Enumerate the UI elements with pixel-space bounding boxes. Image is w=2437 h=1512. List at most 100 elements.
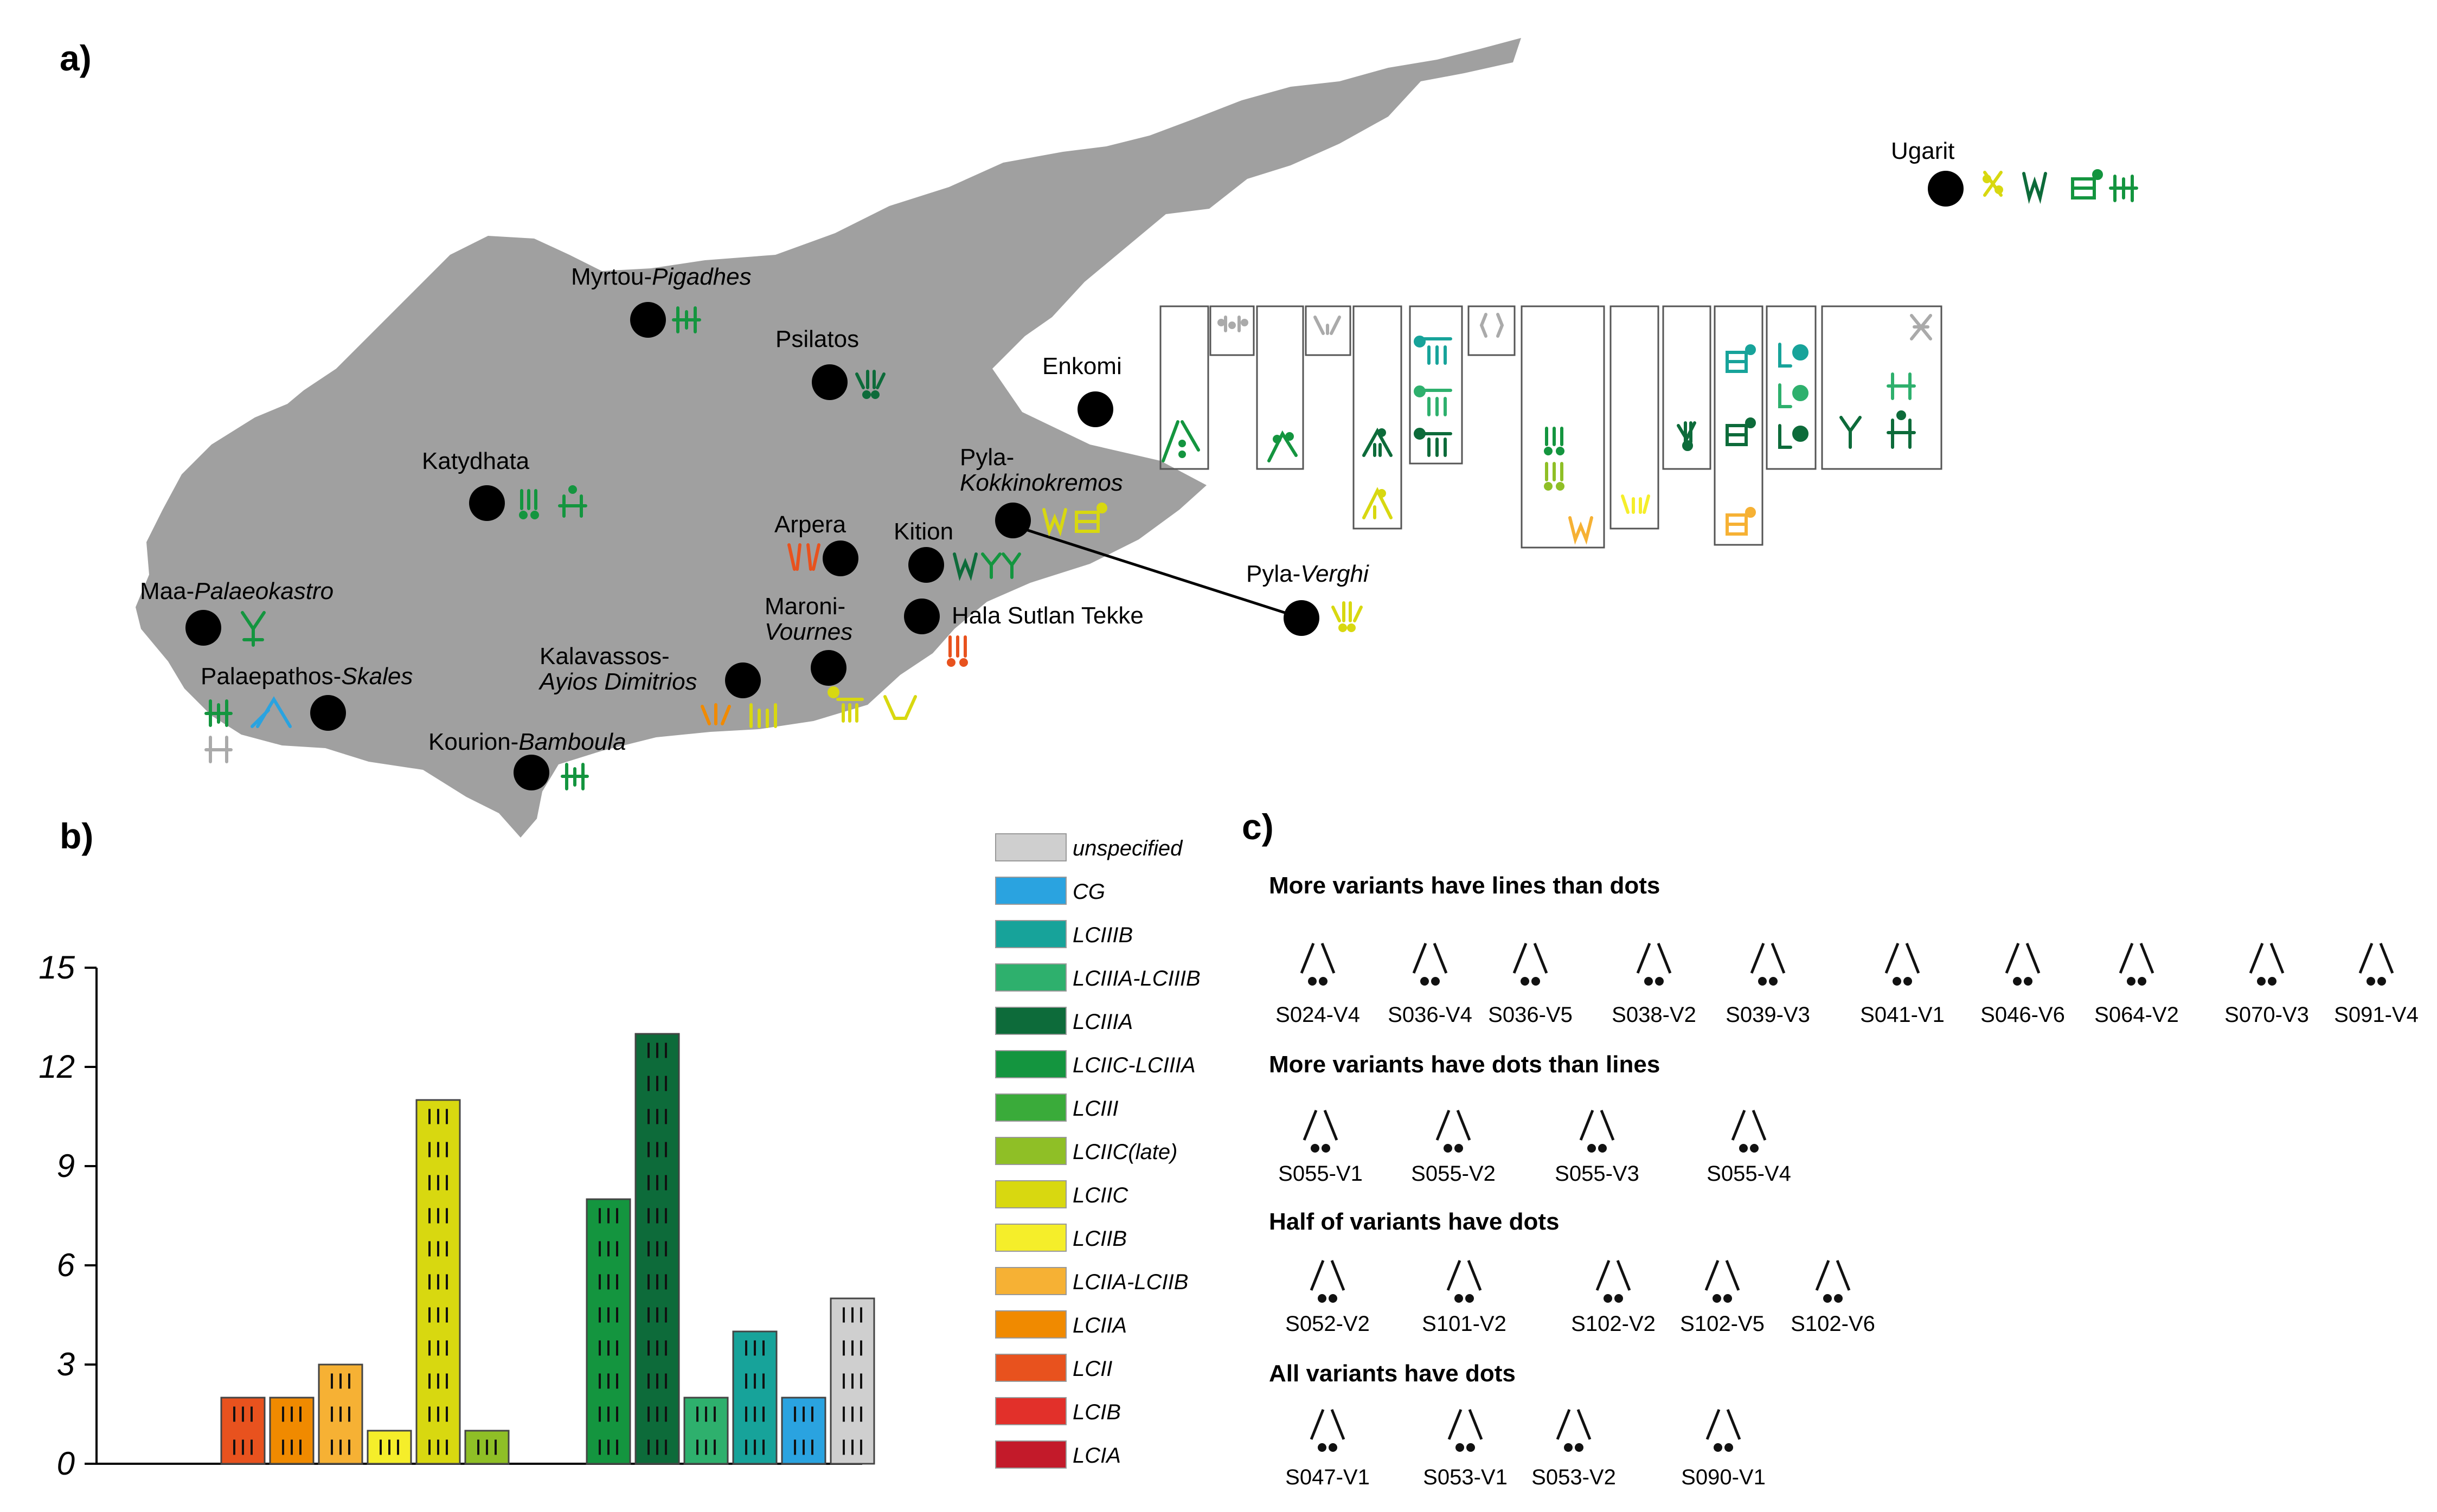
bar-sign-glyph — [647, 1274, 667, 1290]
sign-glyph — [1568, 516, 1593, 545]
sign-variant-label: S055-V4 — [1707, 1162, 1791, 1186]
bar-sign-glyph — [794, 1406, 813, 1422]
sign-dot — [1614, 1294, 1623, 1303]
bar-sign-glyph — [428, 1307, 448, 1323]
legend-swatch — [995, 963, 1067, 992]
sign-variant-label: S102-V6 — [1791, 1312, 1875, 1336]
y-tick-label: 6 — [57, 1247, 75, 1283]
sign-dot — [1454, 1144, 1463, 1153]
panel-c-section-title: More variants have lines than dots — [1269, 872, 1660, 899]
sign-variant-label: S090-V1 — [1681, 1465, 1766, 1489]
legend-label: LCIIIA — [1073, 1010, 1133, 1034]
sign-variant-label: S091-V4 — [2334, 1003, 2419, 1027]
bar-sign-glyph — [282, 1439, 302, 1455]
legend-swatch — [995, 1440, 1067, 1469]
sign-glyph — [204, 699, 233, 727]
bar-lciic-lciiia — [586, 1198, 631, 1465]
sign-glyph — [1983, 171, 2003, 197]
sign-variant-glyph — [1512, 943, 1548, 974]
sign-dot — [2024, 977, 2032, 986]
sign-variant-label: S055-V2 — [1411, 1162, 1496, 1186]
sign-glyph — [1839, 410, 1916, 449]
bar-sign-glyph — [428, 1142, 448, 1157]
sign-variant-glyph — [1731, 1110, 1767, 1141]
site-dot-maroni — [811, 650, 846, 686]
legend-swatch — [995, 1137, 1067, 1165]
site-dot-pyla-verghi — [1284, 600, 1319, 636]
sign-dot — [1903, 977, 1912, 986]
sign-glyph — [1726, 344, 1756, 373]
bar-sign-glyph — [647, 1241, 667, 1257]
sign-variant-label: S055-V3 — [1555, 1162, 1639, 1186]
sign-variant-glyph — [1556, 1409, 1592, 1440]
sign-variant-glyph — [1815, 1260, 1851, 1291]
bar-sign-glyph — [282, 1406, 302, 1422]
site-dot-pyla-kokkinokremos — [995, 503, 1031, 538]
site-dot-ugarit — [1928, 171, 1964, 207]
site-dot-hala-sultan — [904, 599, 940, 634]
sign-dot — [1724, 1443, 1733, 1452]
sign-dot — [1318, 1294, 1326, 1303]
legend-label: LCIA — [1073, 1444, 1121, 1468]
sign-glyph — [2022, 172, 2047, 204]
bar-sign-glyph — [428, 1109, 448, 1124]
bar-sign-glyph — [331, 1439, 350, 1455]
sign-dot — [1455, 1443, 1464, 1452]
legend-swatch — [995, 833, 1067, 861]
sign-variant-label: S055-V1 — [1278, 1162, 1363, 1186]
sign-variant-label: S036-V5 — [1488, 1003, 1573, 1027]
sign-dot — [1531, 977, 1540, 986]
sign-dot — [1521, 977, 1529, 986]
bar-sign-glyph — [599, 1373, 618, 1389]
bar-sign-glyph — [599, 1208, 618, 1224]
site-label: Psilatos — [775, 326, 859, 352]
site-label: Ugarit — [1891, 138, 1954, 164]
bar-sign-glyph — [477, 1439, 497, 1455]
sign-dot — [2377, 977, 2386, 986]
sign-variant-glyph — [1704, 1260, 1740, 1291]
bar-sign-glyph — [599, 1241, 618, 1257]
sign-variant-label: S024-V4 — [1275, 1003, 1360, 1027]
sign-glyph — [1162, 420, 1200, 462]
legend-label: LCIIB — [1073, 1227, 1127, 1251]
site-label: Maa-Palaeokastro — [140, 578, 334, 604]
bar-sign-glyph — [745, 1439, 765, 1455]
sign-dot — [1834, 1294, 1843, 1303]
legend-label: LCIIA — [1073, 1314, 1127, 1337]
sign-glyph — [1479, 313, 1504, 338]
sign-glyph — [672, 306, 701, 333]
bar-sign-glyph — [843, 1406, 862, 1422]
sign-variant-glyph — [1705, 1409, 1741, 1440]
sign-dot — [1318, 1443, 1326, 1452]
sign-glyph — [1331, 601, 1363, 632]
sign-glyph — [1726, 417, 1756, 446]
sign-glyph — [204, 736, 233, 763]
sign-glyph — [561, 763, 589, 790]
site-label: Enkomi — [1042, 353, 1122, 379]
sign-dot — [1893, 977, 1901, 986]
bar-sign-glyph — [647, 1373, 667, 1389]
sign-dot — [1823, 1294, 1832, 1303]
bar-sign-glyph — [745, 1373, 765, 1389]
bar-chart: 0 3 6 9 12 15 — [39, 949, 875, 1482]
site-labels: Ugarit Myrtou-Pigadhes Psilatos Enkomi K… — [140, 138, 1954, 755]
bar-sign-glyph — [843, 1439, 862, 1455]
panel-c-label: c) — [1242, 807, 1274, 847]
sign-glyph — [241, 611, 266, 647]
legend-swatch — [995, 1224, 1067, 1252]
sign-dot — [2367, 977, 2375, 986]
bar-sign-glyph — [843, 1340, 862, 1356]
sign-variant-label: S064-V2 — [2094, 1003, 2179, 1027]
sign-glyph — [1217, 316, 1248, 332]
site-label: Ayios Dimitrios — [538, 668, 697, 695]
sign-glyph — [947, 635, 968, 667]
site-dot-enkomi — [1078, 391, 1113, 427]
legend-swatch — [995, 1050, 1067, 1078]
panel-c-section-title: More variants have dots than lines — [1269, 1051, 1660, 1078]
bar-sign-glyph — [599, 1274, 618, 1290]
sign-glyph — [1267, 430, 1298, 462]
sign-dot — [1739, 1144, 1748, 1153]
legend-swatch — [995, 1267, 1067, 1295]
sign-dot — [1714, 1443, 1722, 1452]
y-tick-label: 3 — [57, 1346, 75, 1382]
